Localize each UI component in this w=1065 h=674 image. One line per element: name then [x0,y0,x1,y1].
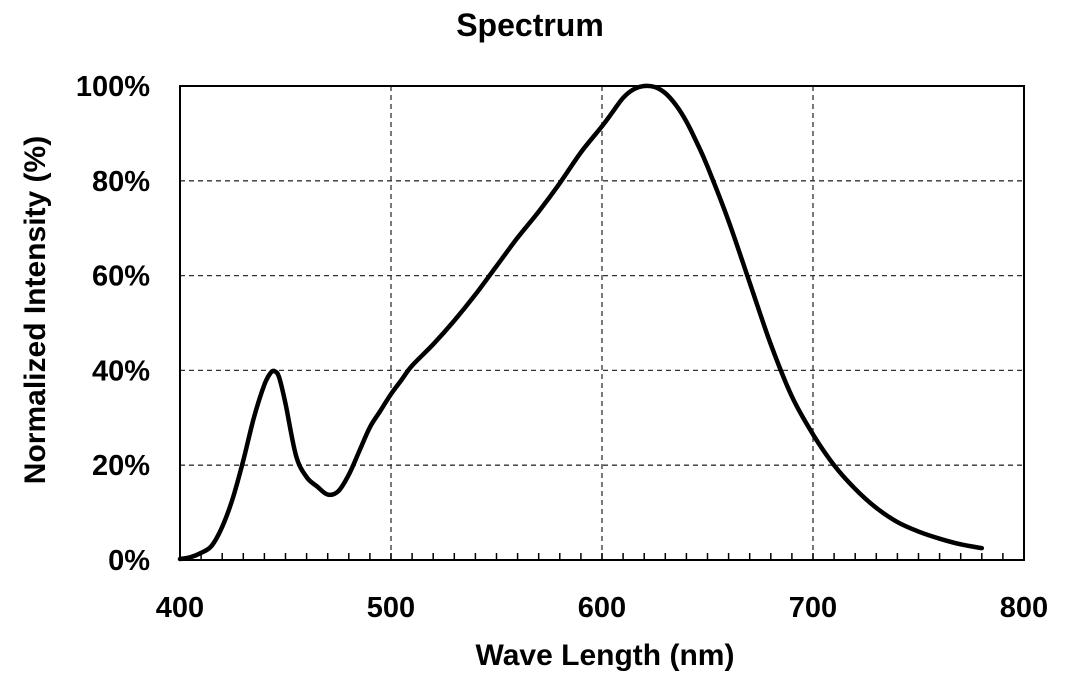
chart-title: Spectrum [456,7,604,43]
plot-frame [179,85,1025,561]
y-axis-label: Normalized Intensity (%) [19,136,52,484]
y-tick-label-100: 100% [76,71,150,103]
minor-tick-layer [200,553,1004,560]
x-axis-label: Wave Length (nm) [476,639,735,672]
y-tick-label-20: 20% [92,450,150,482]
x-tick-label-800: 800 [1000,592,1048,624]
y-tick-label-60: 60% [92,261,150,293]
series-layer [177,83,985,562]
x-tick-label-600: 600 [578,592,626,624]
x-tick-label-400: 400 [156,592,204,624]
y-tick-label-40: 40% [92,355,150,387]
y-tick-label-0: 0% [108,545,150,577]
x-tick-label-700: 700 [789,592,837,624]
x-tick-label-layer: 400 500 600 700 800 [156,592,1048,624]
x-tick-label-500: 500 [367,592,415,624]
grid-layer [180,86,1024,560]
y-tick-label-80: 80% [92,166,150,198]
spectrum-curve-0 [177,83,985,562]
y-tick-label-layer: 0% 20% 40% 60% 80% 100% [76,71,150,577]
